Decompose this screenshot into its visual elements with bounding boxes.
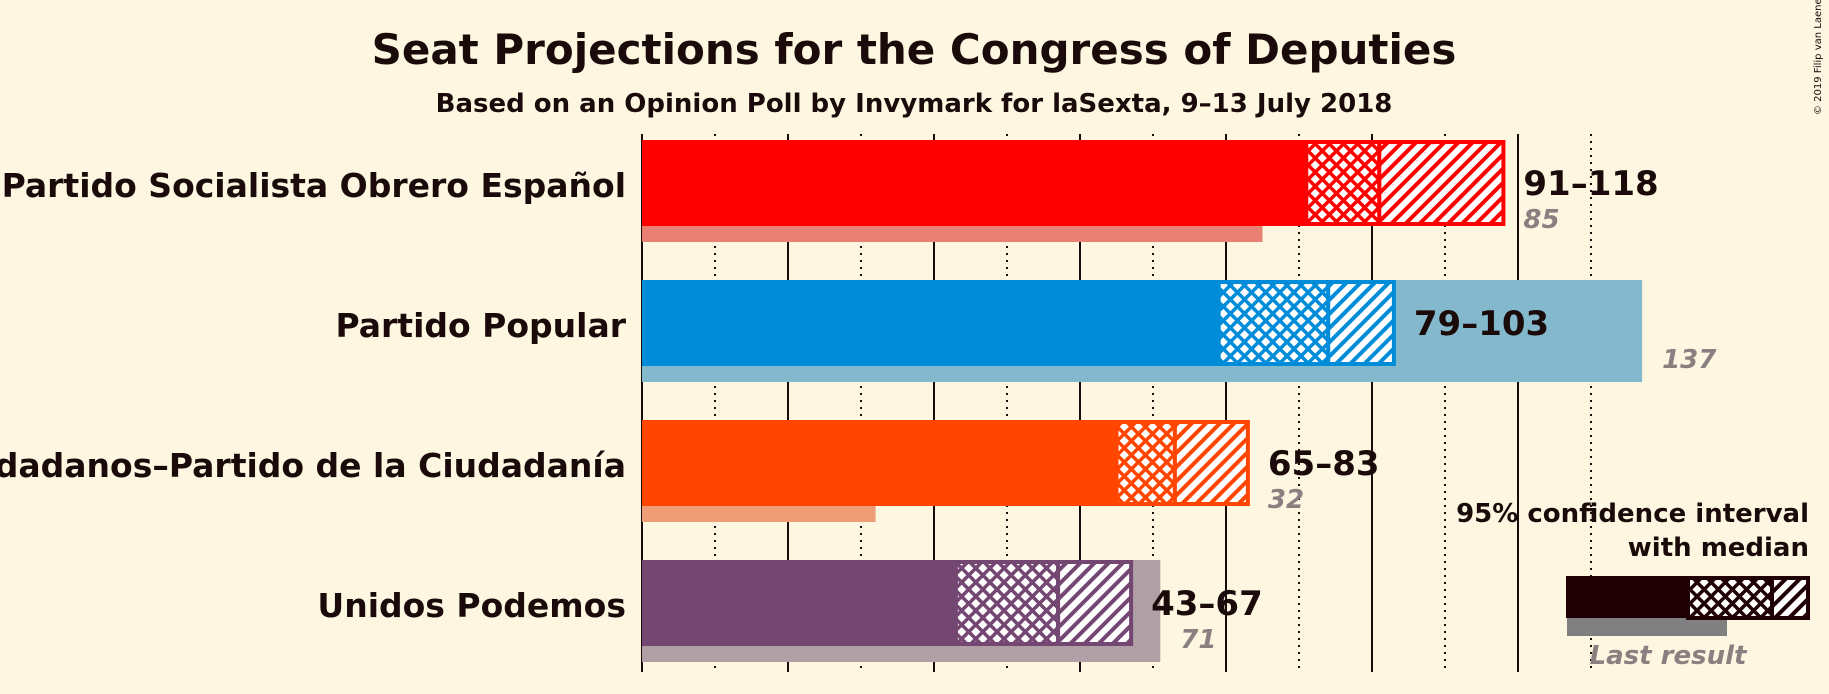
party-label: Unidos Podemos	[317, 586, 626, 625]
range-label: 43–67	[1151, 584, 1263, 624]
ci-low-bar	[642, 140, 1307, 226]
chart-title: Seat Projections for the Congress of Dep…	[372, 25, 1457, 74]
legend-ci-solid-swatch	[1566, 576, 1688, 618]
ci-upper-half	[1056, 560, 1134, 646]
party-label: Partido Socialista Obrero Español	[2, 166, 626, 205]
ci-low-bar	[642, 560, 956, 646]
last-result-label: 32	[1268, 485, 1304, 515]
ci-upper-half	[1172, 420, 1250, 506]
legend-ci-label-line1: 95% confidence interval	[1456, 499, 1809, 529]
legend-ci-hatch-swatch	[1770, 576, 1810, 620]
ci-lower-half	[1114, 420, 1177, 506]
last-result-label: 137	[1662, 345, 1717, 375]
range-label: 91–118	[1523, 164, 1658, 204]
range-label: 65–83	[1268, 444, 1380, 484]
legend-last-result-label: Last result	[1590, 641, 1748, 671]
ci-upper-half	[1326, 280, 1396, 366]
party-label: Ciudadanos–Partido de la Ciudadanía	[0, 446, 626, 485]
ci-low-bar	[642, 420, 1117, 506]
last-result-label: 71	[1180, 625, 1216, 655]
ci-lower-half	[1304, 140, 1382, 226]
ci-lower-half	[1216, 280, 1331, 366]
party-label: Partido Popular	[335, 306, 626, 345]
party-row: Ciudadanos–Partido de la Ciudadanía 65–83…	[0, 420, 1380, 522]
party-row: Partido Popular 79–103 137	[335, 280, 1717, 382]
ci-lower-half	[953, 560, 1061, 646]
ci-low-bar	[642, 280, 1219, 366]
chart-subtitle: Based on an Opinion Poll by Invymark for…	[436, 89, 1393, 119]
legend: 95% confidence interval with median Last…	[1456, 499, 1810, 671]
bars-group: Partido Socialista Obrero Español 91–1188…	[0, 140, 1717, 662]
legend-ci-crosshatch-swatch	[1686, 576, 1774, 620]
ci-upper-half	[1377, 140, 1506, 226]
copyright-notice: © 2019 Filip van Laenen	[1813, 0, 1824, 115]
legend-ci-label-line2: with median	[1628, 533, 1809, 563]
last-result-label: 85	[1523, 205, 1559, 235]
range-label: 79–103	[1414, 304, 1549, 344]
party-row: Partido Socialista Obrero Español 91–1188…	[2, 140, 1659, 242]
